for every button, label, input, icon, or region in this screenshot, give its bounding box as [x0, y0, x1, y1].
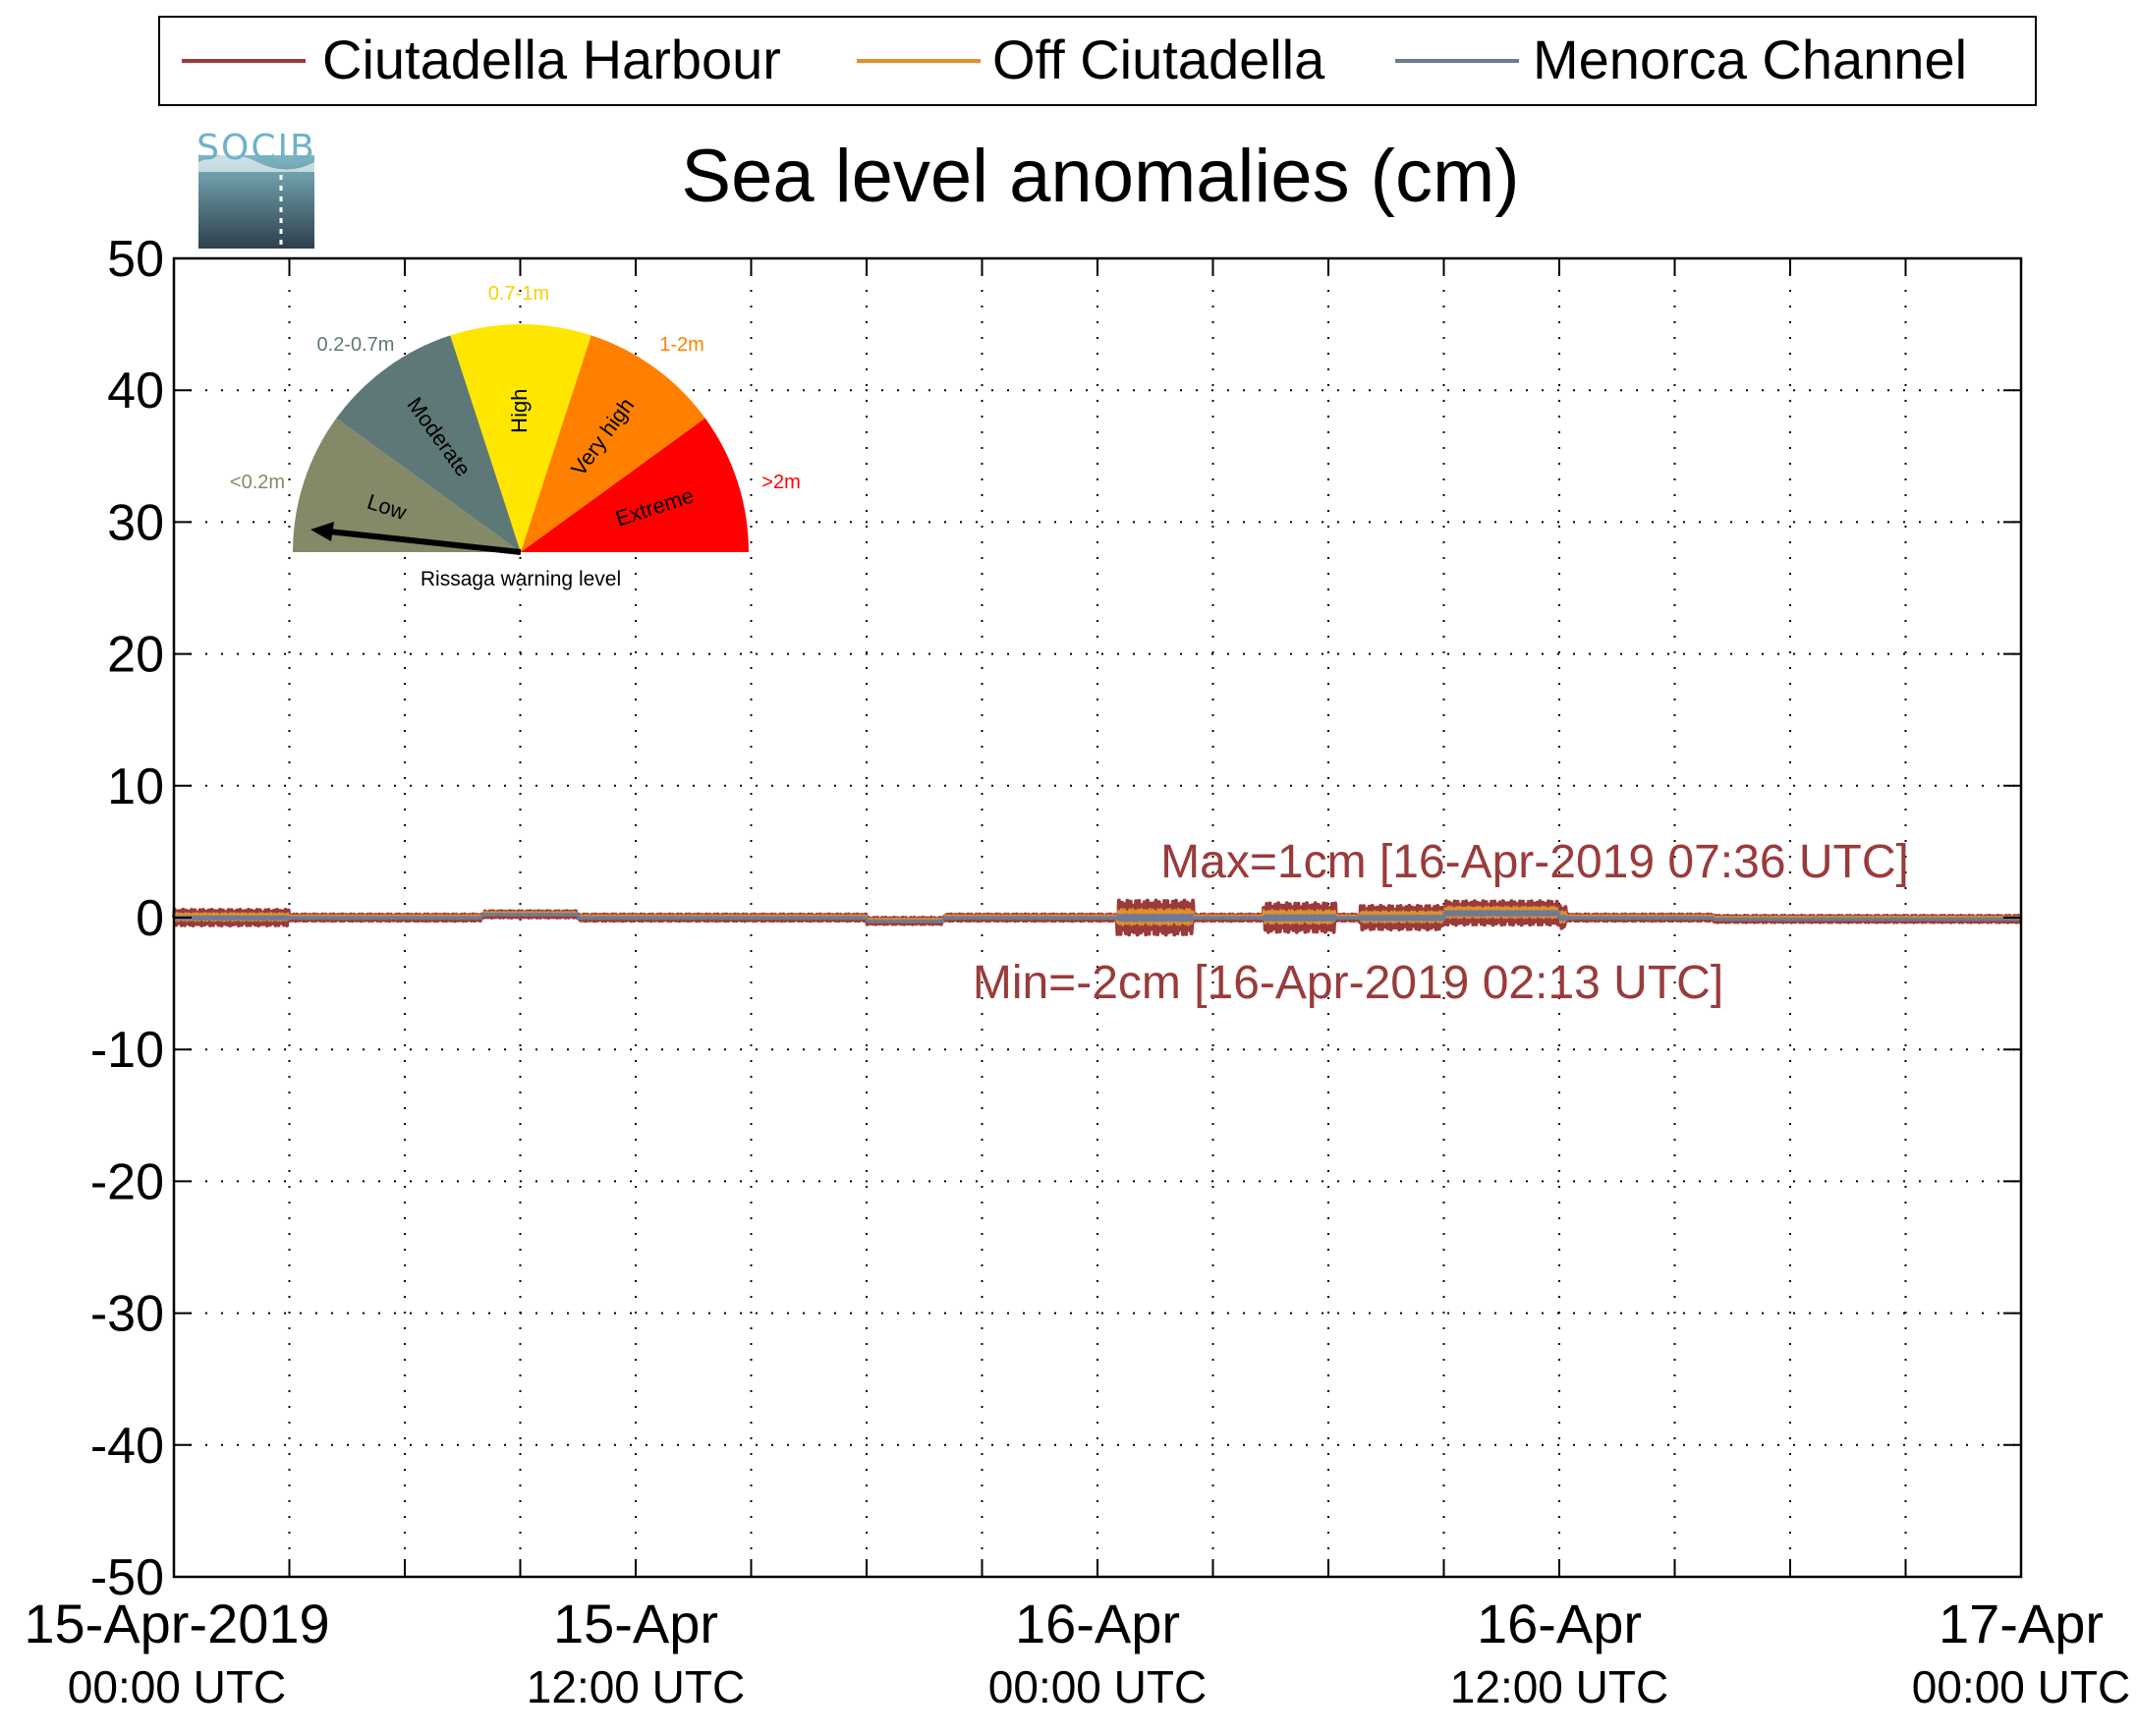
- x-tick-date: 15-Apr: [553, 1593, 718, 1654]
- gauge-sector: [521, 418, 749, 552]
- y-tick-label: 30: [107, 494, 164, 551]
- gauge-sector: [450, 324, 591, 552]
- gauge-range-label: <0.2m: [230, 472, 285, 493]
- legend-label: Menorca Channel: [1533, 28, 1967, 90]
- socib-logo-wave: [198, 154, 314, 172]
- chart-title: Sea level anomalies (cm): [681, 135, 1519, 218]
- x-tick-time: 00:00 UTC: [68, 1661, 286, 1712]
- legend-label: Ciutadella Harbour: [322, 28, 781, 90]
- y-tick-label: 20: [107, 627, 164, 684]
- y-axis: 50 40 30 20 10 0 -10 -20 -30 -40 -50: [90, 231, 2021, 1606]
- y-tick-label: -30: [90, 1286, 164, 1343]
- socib-logo: SOCIB: [197, 128, 316, 249]
- y-tick-label: -10: [90, 1022, 164, 1079]
- x-tick-date: 16-Apr: [1477, 1593, 1642, 1654]
- x-tick-time: 00:00 UTC: [1912, 1661, 2130, 1712]
- series-line-2: [172, 909, 2023, 924]
- x-tick-time: 12:00 UTC: [527, 1661, 745, 1712]
- y-tick-label: -50: [90, 1549, 164, 1606]
- gauge-sector-label: High: [507, 389, 532, 433]
- y-tick-label: 50: [107, 231, 164, 288]
- gauge-caption: Rissaga warning level: [421, 568, 621, 590]
- x-axis: 15-Apr-2019 00:00 UTC 15-Apr 12:00 UTC 16-Ap…: [24, 258, 2130, 1712]
- gauge-range-label: >2m: [761, 472, 800, 493]
- gauge-needle-head: [310, 522, 334, 541]
- socib-logo-text: SOCIB: [197, 128, 316, 168]
- y-tick-label: -20: [90, 1153, 164, 1210]
- min-annotation: Min=-2cm [16-Apr-2019 02:13 UTC]: [973, 957, 1723, 1009]
- x-tick-date: 15-Apr-2019: [24, 1593, 329, 1654]
- gauge-sector: [293, 418, 521, 552]
- max-annotation: Max=1cm [16-Apr-2019 07:36 UTC]: [1160, 836, 1909, 888]
- gauge-range-label: 0.2-0.7m: [317, 334, 395, 356]
- y-tick-label: 40: [107, 363, 164, 420]
- legend-label: Off Ciutadella: [992, 28, 1325, 90]
- x-tick-date: 17-Apr: [1939, 1593, 2104, 1654]
- gauge-range-label: 1-2m: [659, 334, 704, 356]
- y-tick-label: 10: [107, 758, 164, 815]
- x-tick-date: 16-Apr: [1015, 1593, 1180, 1654]
- y-tick-label: 0: [136, 890, 164, 947]
- gauge-sector: [521, 335, 705, 552]
- legend-box: [158, 16, 2037, 106]
- x-tick-time: 00:00 UTC: [988, 1661, 1207, 1712]
- series-lines: [172, 898, 2023, 937]
- gauge-needle-line: [328, 529, 522, 555]
- gauge-needle: [310, 522, 522, 555]
- x-tick-time: 12:00 UTC: [1450, 1661, 1668, 1712]
- legend: Ciutadella Harbour Off Ciutadella Menorca …: [158, 16, 2037, 106]
- y-tick-label: -40: [90, 1418, 164, 1475]
- gauge-sector: [336, 335, 521, 552]
- gauge-range-label: 0.7-1m: [488, 283, 549, 305]
